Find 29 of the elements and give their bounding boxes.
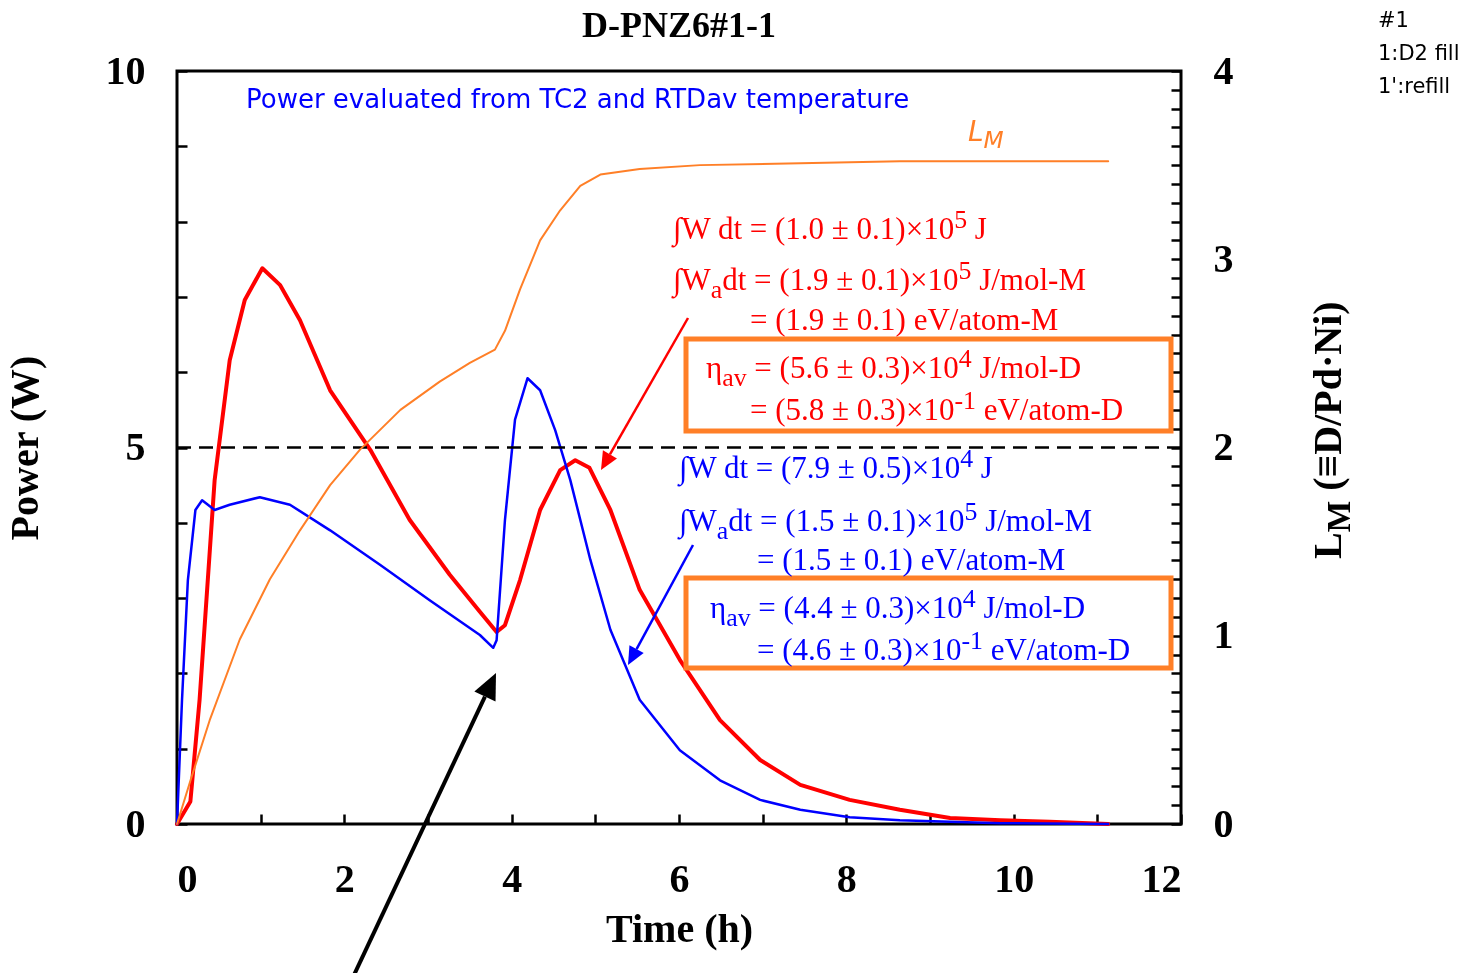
annotation: ∫W dt = (7.9 ± 0.5)×10$^{4}$ J <box>679 444 993 486</box>
annotation: ∫W dt = (1.0 ± 0.1)×10$^{5}$ J <box>673 205 987 247</box>
x-tick-label: 10 <box>994 855 1035 901</box>
chart-title: D-PNZ6#1-1 <box>582 5 776 45</box>
annotation: ∫W$_{a}$dt = (1.9 ± 0.1)×10$^{5}$ J/mol-M <box>673 256 1086 304</box>
x-axis-title: Time (h) <box>605 905 754 951</box>
y2-tick-label: 1 <box>1213 612 1234 658</box>
y-tick-label: 5 <box>125 424 146 469</box>
text: 1':refill <box>1378 74 1451 98</box>
text: 1:D2 fill <box>1378 41 1460 65</box>
annotation: ∫W$_{a}$dt = (1.5 ± 0.1)×10$^{5}$ J/mol-M <box>679 497 1092 545</box>
x-tick-label: 4 <box>502 855 523 901</box>
y-axis-title: Power (W) <box>1 355 47 541</box>
text: #1 <box>1378 8 1409 32</box>
y2-tick-label: 3 <box>1213 235 1234 281</box>
x-tick-label: 6 <box>669 855 690 901</box>
y2-tick-label: 0 <box>1213 800 1234 846</box>
x-tick-label: 0 <box>177 855 198 901</box>
annotation: = (1.9 ± 0.1) eV/atom-M <box>750 302 1059 337</box>
y-tick-label: 0 <box>125 800 146 846</box>
annotation: Power evaluated from TC2 and RTDav temperature <box>246 84 910 114</box>
y2-tick-label: 4 <box>1213 47 1234 93</box>
y-tick-label: 10 <box>105 47 146 93</box>
x-tick-label: 8 <box>836 855 857 901</box>
x-tick-label: 12 <box>1141 855 1182 901</box>
series-label: L$_{M}$ <box>968 115 1004 154</box>
x-tick-label: 2 <box>334 855 355 901</box>
annotation: = (1.5 ± 0.1) eV/atom-M <box>757 542 1066 577</box>
y2-tick-label: 2 <box>1213 424 1234 469</box>
